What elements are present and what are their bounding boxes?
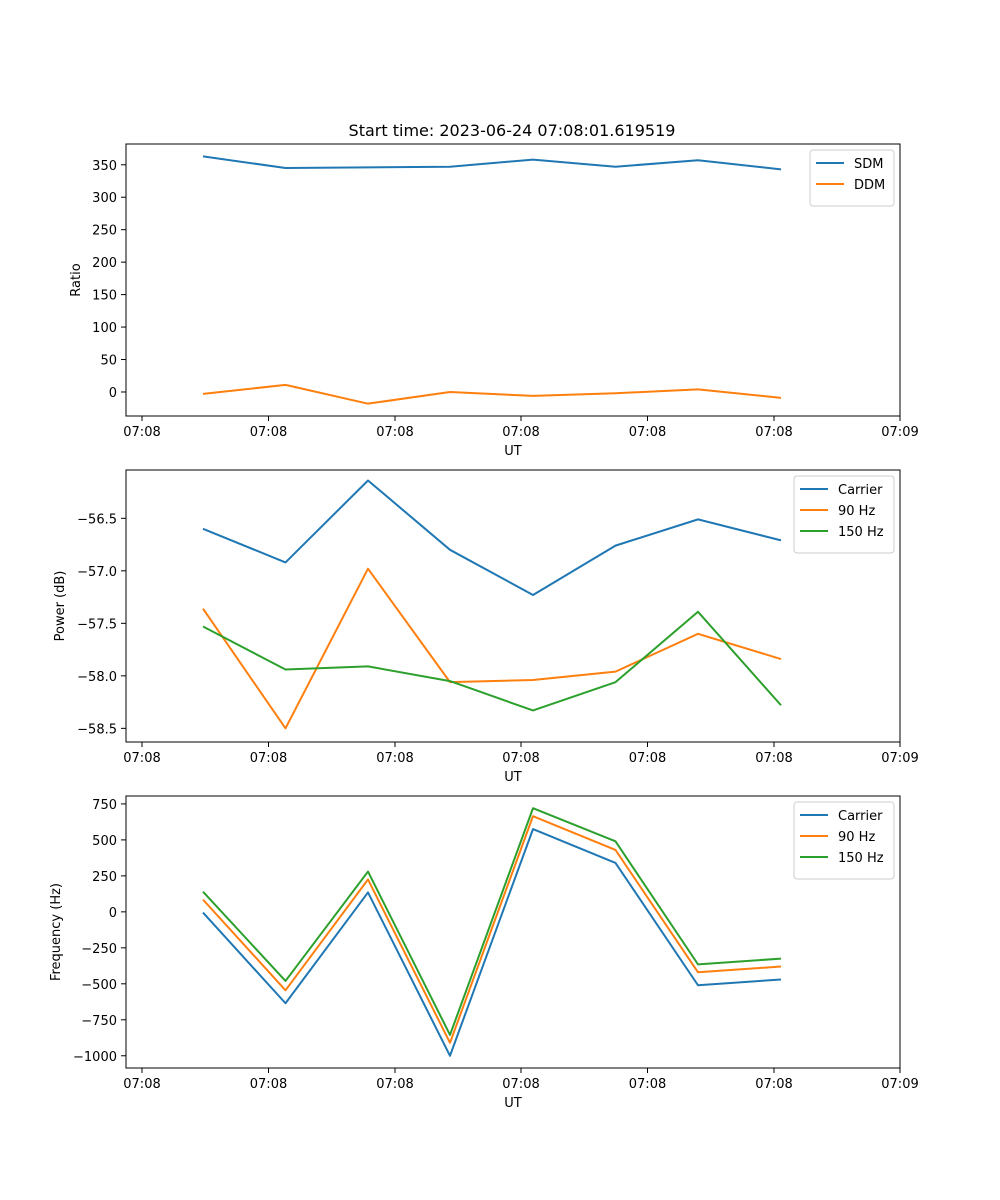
axes-frame [125,469,901,743]
x-tick-label: 07:08 [250,751,287,766]
y-tick-label: 500 [92,834,117,849]
x-axis-label: UT [504,444,522,459]
series-line-90-hz [202,567,782,730]
series-line-sdm [202,155,782,171]
x-tick-label: 07:08 [502,1077,539,1092]
y-tick-label: −250 [81,942,117,957]
legend-label: 90 Hz [838,504,875,519]
legend-label: Carrier [838,809,883,824]
y-tick-label: −500 [81,978,117,993]
axes-frame [125,143,901,417]
x-tick-label: 07:08 [250,425,287,440]
series-line-ddm [202,383,782,405]
x-tick-label: 07:09 [881,425,918,440]
axes-frame [125,795,901,1069]
x-tick-label: 07:09 [881,751,918,766]
x-tick-label: 07:08 [629,751,666,766]
y-tick-label: −58.0 [77,670,117,685]
legend-label: DDM [854,178,885,193]
x-tick-label: 07:08 [376,425,413,440]
x-tick-label: 07:08 [502,751,539,766]
y-tick-label: 0 [109,386,117,401]
y-tick-label: −750 [81,1014,117,1029]
y-tick-label: −57.0 [77,565,117,580]
x-tick-label: 07:08 [629,425,666,440]
x-tick-label: 07:08 [250,1077,287,1092]
y-tick-label: 200 [92,256,117,271]
y-tick-label: 250 [92,870,117,885]
legend-label: SDM [854,157,883,172]
legend-box [793,801,895,880]
x-tick-label: 07:08 [755,425,792,440]
legend-label: Carrier [838,483,883,498]
y-tick-label: −56.5 [77,512,117,527]
y-tick-label: 300 [92,191,117,206]
x-tick-label: 07:08 [123,751,160,766]
x-tick-label: 07:09 [881,1077,918,1092]
y-tick-label: −58.5 [77,722,117,737]
y-axis-label: Frequency (Hz) [49,883,64,981]
legend-label: 90 Hz [838,830,875,845]
y-tick-label: 50 [100,354,117,369]
x-tick-label: 07:08 [123,1077,160,1092]
series-line-carrier [202,479,782,596]
y-tick-label: 150 [92,289,117,304]
y-tick-label: 100 [92,321,117,336]
series-line-carrier [202,828,782,1057]
x-tick-label: 07:08 [755,1077,792,1092]
subplot-1: 07:08 07:08 07:08 07:08 07:08 07:08 07:09 0 50 10… [69,143,919,459]
legend-label: 150 Hz [838,851,884,866]
legend-label: 150 Hz [838,525,884,540]
subplot-2: 07:08 07:08 07:08 07:08 07:08 07:08 07:09 −58.5… [53,469,919,785]
y-tick-label: −1000 [73,1050,117,1065]
x-tick-label: 07:08 [629,1077,666,1092]
y-tick-label: 250 [92,224,117,239]
x-tick-label: 07:08 [376,751,413,766]
figure-title: Start time: 2023-06-24 07:08:01.619519 [349,121,676,140]
x-axis-label: UT [504,1096,522,1111]
y-axis-label: Power (dB) [53,571,68,642]
x-axis-label: UT [504,770,522,785]
x-tick-label: 07:08 [123,425,160,440]
y-tick-label: 350 [92,159,117,174]
series-line-150-hz [202,610,782,712]
y-tick-label: 750 [92,798,117,813]
series-line-150-hz [202,807,782,1036]
subplot-3: 07:08 07:08 07:08 07:08 07:08 07:08 07:09 −1000… [49,795,919,1111]
y-axis-label: Ratio [69,263,84,296]
x-tick-label: 07:08 [502,425,539,440]
x-tick-label: 07:08 [376,1077,413,1092]
series-line-90-hz [202,815,782,1044]
y-tick-label: −57.5 [77,617,117,632]
x-tick-label: 07:08 [755,751,792,766]
legend-box [793,475,895,554]
y-tick-label: 0 [109,906,117,921]
